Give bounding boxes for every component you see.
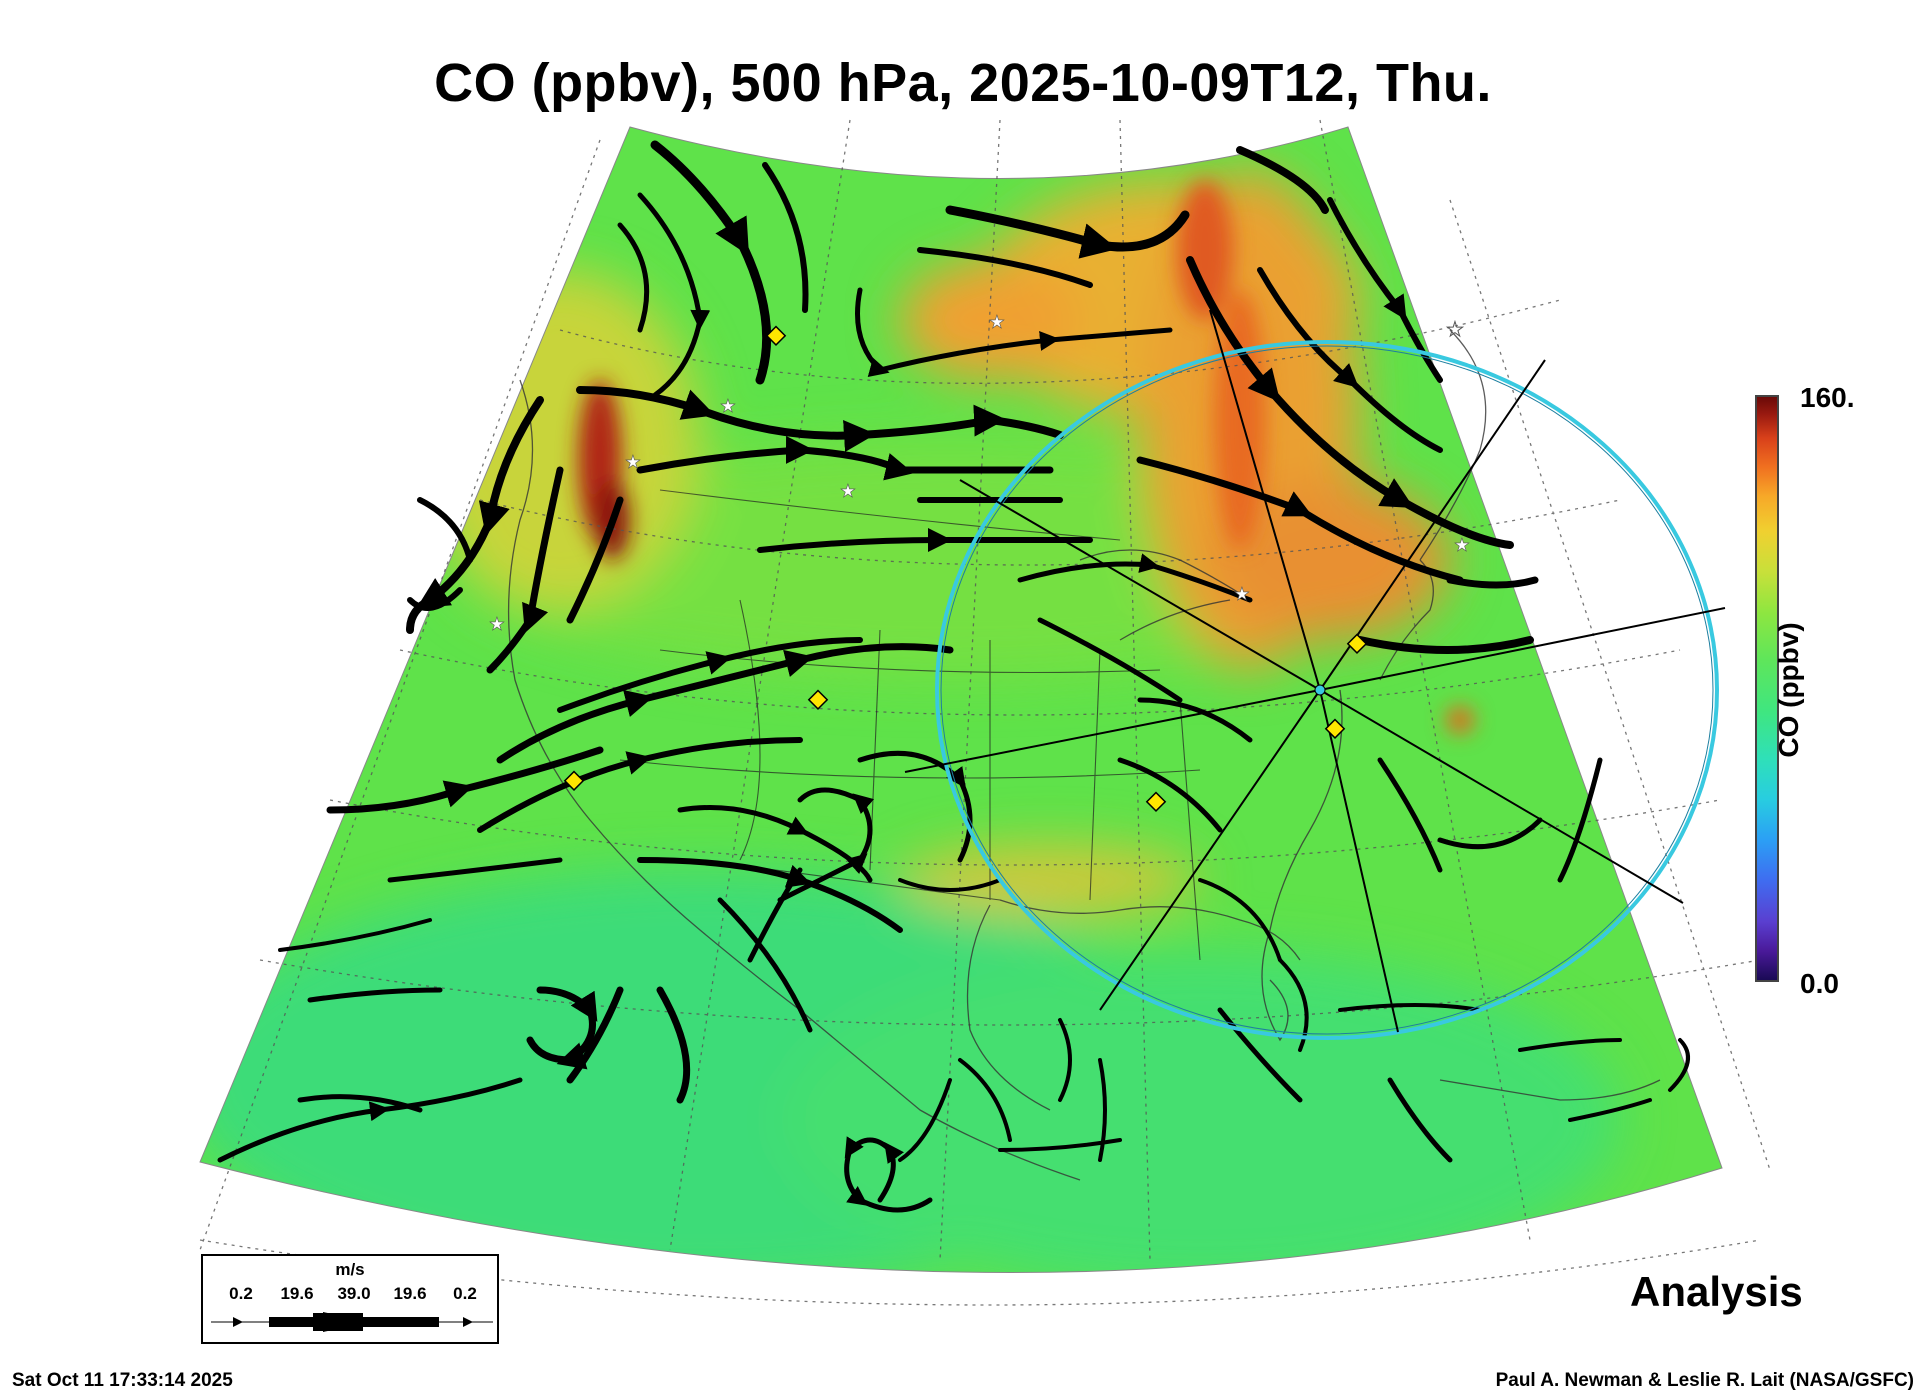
wind-streamlines — [217, 140, 1690, 1213]
outline-star-marker: ★ — [1446, 317, 1464, 341]
wind-legend-value: 19.6 — [280, 1284, 314, 1303]
diamond-marker — [1346, 633, 1368, 654]
white-star-markers: ★ ★ ★ ★ ★ ★ ★ — [489, 312, 1471, 636]
diamond-marker — [1145, 791, 1167, 812]
wind-legend-value: 0.2 — [453, 1284, 477, 1303]
wind-legend-value: 19.6 — [393, 1284, 427, 1303]
star-marker: ★ — [1234, 584, 1250, 605]
track-center-marker — [1314, 684, 1326, 696]
wind-speed-legend: m/s 0.2 19.6 39.0 19.6 0.2 — [201, 1254, 499, 1344]
yellow-diamond-markers — [563, 325, 1368, 812]
wind-legend-value: 0.2 — [229, 1284, 253, 1303]
diamond-marker — [765, 325, 787, 346]
product-label: Analysis — [1630, 1268, 1803, 1315]
star-marker: ★ — [989, 312, 1005, 333]
diamond-marker — [563, 770, 585, 791]
credit-line: Paul A. Newman & Leslie R. Lait (NASA/GS… — [1495, 1370, 1914, 1391]
star-marker: ★ — [720, 396, 736, 417]
star-marker: ★ — [840, 481, 856, 502]
star-marker: ★ — [1454, 535, 1470, 556]
star-marker: ★ — [625, 452, 641, 473]
wind-legend-unit: m/s — [335, 1260, 365, 1279]
colorbar-title: CO (ppbv) — [1773, 622, 1804, 758]
range-ring — [935, 340, 1719, 1040]
map-title: CO (ppbv), 500 hPa, 2025-10-09T12, Thu. — [434, 53, 1492, 113]
co-colorbar — [1755, 395, 1779, 982]
star-marker: ★ — [489, 614, 505, 635]
co-concentration-field — [200, 127, 1722, 1273]
diamond-marker — [1324, 718, 1346, 739]
map-boundary — [199, 126, 1723, 1273]
render-timestamp: Sat Oct 11 17:33:14 2025 — [12, 1370, 233, 1391]
colorbar-max-label: 160. — [1800, 382, 1855, 413]
colorbar-min-label: 0.0 — [1800, 968, 1839, 999]
track-lines — [904, 309, 1726, 1033]
wind-legend-value: 39.0 — [337, 1284, 371, 1303]
diamond-marker — [807, 689, 829, 710]
wind-legend-arrow — [211, 1312, 493, 1332]
